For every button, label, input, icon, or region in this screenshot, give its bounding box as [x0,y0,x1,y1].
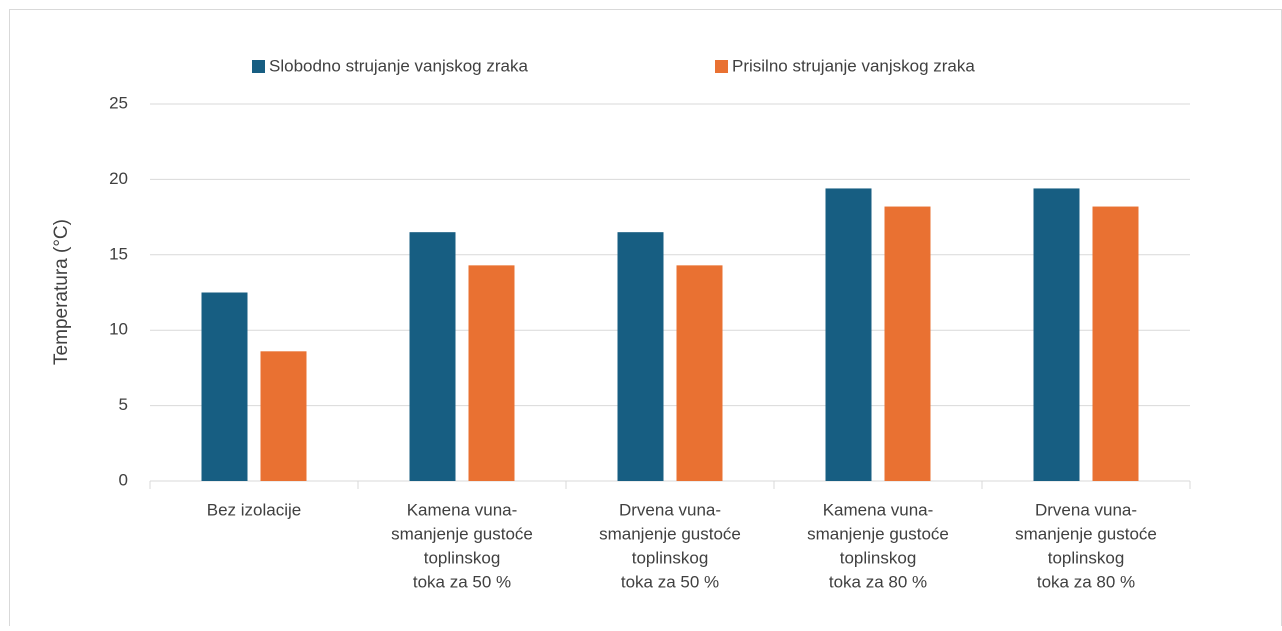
legend-swatch [252,60,265,73]
bar [468,265,515,481]
x-tick-label: Kamena vuna- [823,500,934,519]
y-tick-label: 15 [109,244,128,263]
x-tick-label: toka za 50 % [621,572,719,591]
bar [260,351,307,481]
x-tick-label: smanjenje gustoće [807,524,949,543]
bar [1092,206,1139,481]
x-tick-label: Drvena vuna- [619,500,721,519]
x-tick-label: smanjenje gustoće [1015,524,1157,543]
x-tick-label: toplinskog [1048,548,1125,567]
y-tick-label: 0 [119,470,128,489]
y-axis-title: Temperatura (°C) [51,219,72,365]
x-tick-label: toplinskog [632,548,709,567]
x-tick-label: toka za 80 % [1037,572,1135,591]
y-tick-label: 10 [109,320,128,339]
bar [884,206,931,481]
bar [201,292,248,481]
bar [676,265,723,481]
legend-label: Slobodno strujanje vanjskog zraka [269,56,528,75]
y-tick-label: 20 [109,169,128,188]
legend-swatch [715,60,728,73]
bar [825,188,872,481]
x-tick-label: toplinskog [840,548,917,567]
y-tick-label: 5 [119,395,128,414]
y-tick-label: 25 [109,93,128,112]
bar [1033,188,1080,481]
legend-label: Prisilno strujanje vanjskog zraka [732,56,975,75]
x-tick-label: Drvena vuna- [1035,500,1137,519]
x-tick-label: smanjenje gustoće [391,524,533,543]
x-tick-label: smanjenje gustoće [599,524,741,543]
x-tick-label: Bez izolacije [207,500,302,519]
bar [617,232,664,481]
x-tick-label: toplinskog [424,548,501,567]
x-tick-label: toka za 50 % [413,572,511,591]
bar [409,232,456,481]
x-tick-label: toka za 80 % [829,572,927,591]
x-tick-label: Kamena vuna- [407,500,518,519]
